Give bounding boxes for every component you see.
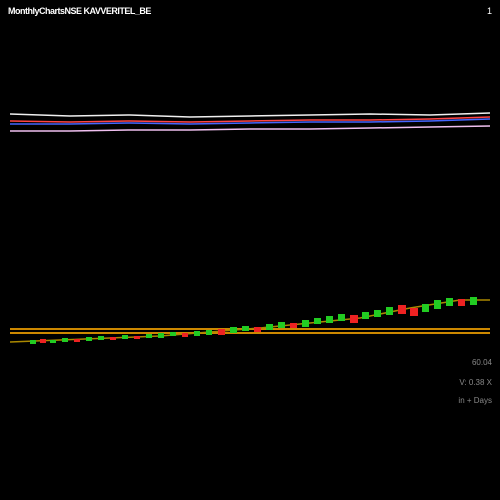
candle <box>398 305 406 314</box>
lower-candle-chart <box>10 280 490 360</box>
candle <box>278 322 285 328</box>
candle <box>458 299 465 306</box>
candle <box>386 307 393 315</box>
candle <box>290 323 297 328</box>
candle <box>422 304 429 312</box>
candle <box>374 310 381 317</box>
candle <box>158 333 164 338</box>
candle <box>434 300 441 309</box>
candle <box>302 320 309 327</box>
candle <box>182 333 188 337</box>
candle <box>74 339 80 342</box>
indicator-line <box>10 126 490 131</box>
candle <box>314 318 321 324</box>
candle <box>218 329 225 335</box>
candle <box>350 315 358 323</box>
indicator-line <box>10 113 490 117</box>
candle <box>230 327 237 333</box>
candle <box>266 324 273 330</box>
candle <box>30 340 36 344</box>
chart-title: MonthlyChartsNSE KAVVERITEL_BE <box>8 6 151 16</box>
candle <box>362 312 369 319</box>
info-label: in + Days <box>458 396 492 405</box>
candle <box>122 335 128 339</box>
candle <box>98 336 104 340</box>
candle <box>242 326 249 331</box>
candle <box>62 338 68 342</box>
candle <box>254 327 261 332</box>
candle <box>206 330 212 335</box>
info-label: V: 0.38 X <box>459 378 492 387</box>
upper-line-chart <box>10 110 490 140</box>
trend-line <box>10 300 490 342</box>
candle <box>40 339 46 343</box>
candle <box>86 337 92 341</box>
candle <box>338 314 345 321</box>
candle <box>110 337 116 340</box>
candle <box>194 331 200 336</box>
candle <box>170 332 176 336</box>
candle <box>470 297 477 305</box>
top-right-label: 1 <box>487 6 492 16</box>
candle <box>326 316 333 323</box>
candle <box>410 308 418 316</box>
candle <box>446 298 453 306</box>
candle <box>146 334 152 338</box>
candle <box>50 340 56 343</box>
price-label: 60.04 <box>472 358 492 367</box>
candle <box>134 336 140 339</box>
